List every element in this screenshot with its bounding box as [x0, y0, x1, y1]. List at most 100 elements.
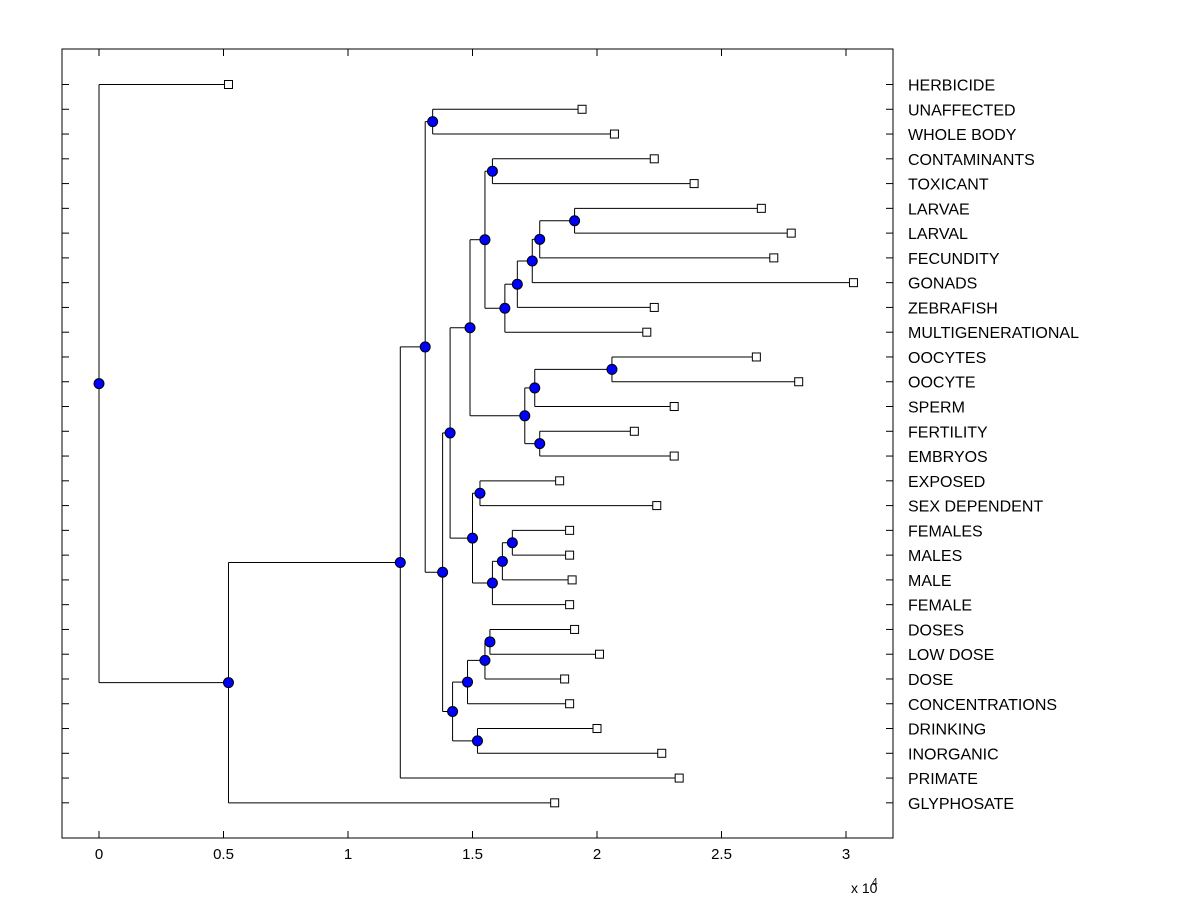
- leaf-label: GONADS: [908, 276, 977, 293]
- leaf-label: DOSE: [908, 672, 953, 689]
- leaf-label: WHOLE BODY: [908, 127, 1017, 144]
- merge-node: [529, 382, 541, 394]
- merge-node: [606, 363, 618, 375]
- leaf-marker: [689, 179, 699, 189]
- leaf-marker: [550, 798, 560, 808]
- leaf-marker: [794, 377, 804, 387]
- leaf-label: LOW DOSE: [908, 647, 994, 664]
- merge-node: [496, 555, 508, 567]
- x-tick-label: 1: [344, 846, 352, 863]
- leaf-label: HERBICIDE: [908, 78, 995, 95]
- merge-node: [474, 487, 486, 499]
- leaf-label: CONCENTRATIONS: [908, 697, 1057, 714]
- merge-node: [471, 735, 483, 747]
- leaf-label: LARVAE: [908, 201, 970, 218]
- leaf-label: INORGANIC: [908, 746, 999, 763]
- leaf-label: FECUNDITY: [908, 251, 1000, 268]
- merge-node: [462, 676, 474, 688]
- merge-node: [486, 165, 498, 177]
- leaf-label: EMBRYOS: [908, 449, 988, 466]
- merge-node: [534, 438, 546, 450]
- x-multiplier-label: x 10: [851, 880, 878, 896]
- merge-node: [479, 654, 491, 666]
- leaf-label: SPERM: [908, 400, 965, 417]
- leaf-marker: [649, 302, 659, 312]
- leaf-label: FEMALE: [908, 598, 972, 615]
- leaf-marker: [577, 104, 587, 114]
- axis-ticks: 0 0.5 1 1.5 2 2.5 3: [62, 49, 893, 863]
- x-tick-label: 2.5: [711, 846, 732, 863]
- leaf-marker: [649, 154, 659, 164]
- x-tick-label: 2: [593, 846, 601, 863]
- leaf-marker: [565, 600, 575, 610]
- leaf-marker: [609, 129, 619, 139]
- leaf-label: PRIMATE: [908, 771, 978, 788]
- x-tick-label: 1.5: [462, 846, 483, 863]
- leaf-label: MALE: [908, 573, 952, 590]
- merge-node: [479, 234, 491, 246]
- leaf-marker: [592, 724, 602, 734]
- leaf-label: MALES: [908, 548, 962, 565]
- merge-node: [486, 577, 498, 589]
- leaf-marker: [570, 624, 580, 634]
- merge-node: [464, 322, 476, 334]
- leaf-labels: HERBICIDE UNAFFECTED WHOLE BODY CONTAMINANT…: [908, 78, 1079, 813]
- leaf-marker: [565, 550, 575, 560]
- leaf-marker: [669, 402, 679, 412]
- merge-node: [519, 410, 531, 422]
- leaf-label: DOSES: [908, 622, 964, 639]
- merge-node: [484, 636, 496, 648]
- leaf-marker: [594, 649, 604, 659]
- merge-node: [506, 537, 518, 549]
- leaf-marker: [223, 80, 233, 89]
- leaf-label: OOCYTE: [908, 375, 976, 392]
- merge-node: [444, 427, 456, 439]
- leaf-marker: [642, 327, 652, 337]
- merge-node: [511, 278, 523, 290]
- leaf-marker: [565, 525, 575, 535]
- leaf-marker: [629, 426, 639, 436]
- leaf-marker: [555, 476, 565, 486]
- leaf-marker: [756, 203, 766, 213]
- x-tick-label: 0.5: [213, 846, 234, 863]
- leaf-marker: [657, 748, 667, 758]
- leaf-markers: [223, 80, 858, 808]
- merge-node: [569, 215, 581, 227]
- x-tick-label: 0: [95, 846, 103, 863]
- leaf-marker: [769, 253, 779, 263]
- leaf-marker: [652, 501, 662, 511]
- merge-node: [437, 566, 449, 578]
- leaf-label: UNAFFECTED: [908, 102, 1016, 119]
- leaf-label: ZEBRAFISH: [908, 300, 998, 317]
- merge-node: [394, 556, 406, 568]
- leaf-label: OOCYTES: [908, 350, 986, 367]
- leaf-marker: [669, 451, 679, 461]
- leaf-marker: [565, 699, 575, 709]
- merge-node: [467, 532, 478, 544]
- leaf-label: FERTILITY: [908, 424, 988, 441]
- leaf-marker: [674, 773, 684, 783]
- leaf-marker: [567, 575, 577, 585]
- merge-node: [526, 255, 538, 267]
- merge-node: [534, 233, 546, 245]
- leaf-label: CONTAMINANTS: [908, 152, 1035, 169]
- merge-node: [447, 705, 459, 717]
- merge-node: [222, 677, 234, 689]
- leaf-label: FEMALES: [908, 523, 983, 540]
- leaf-marker: [786, 228, 796, 238]
- leaf-label: GLYPHOSATE: [908, 796, 1014, 813]
- plot-frame: [61, 48, 894, 839]
- merge-node: [427, 116, 439, 128]
- x-tick-label: 3: [842, 846, 850, 863]
- leaf-label: LARVAL: [908, 226, 968, 243]
- leaf-label: MULTIGENERATIONAL: [908, 325, 1079, 342]
- merge-node: [499, 302, 511, 314]
- leaf-label: SEX DEPENDENT: [908, 499, 1043, 516]
- x-multiplier-exponent: 4: [872, 877, 878, 888]
- merge-node: [93, 378, 105, 390]
- leaf-label: DRINKING: [908, 722, 986, 739]
- leaf-marker: [848, 278, 858, 288]
- leaf-marker: [751, 352, 761, 362]
- merge-nodes: [93, 116, 618, 747]
